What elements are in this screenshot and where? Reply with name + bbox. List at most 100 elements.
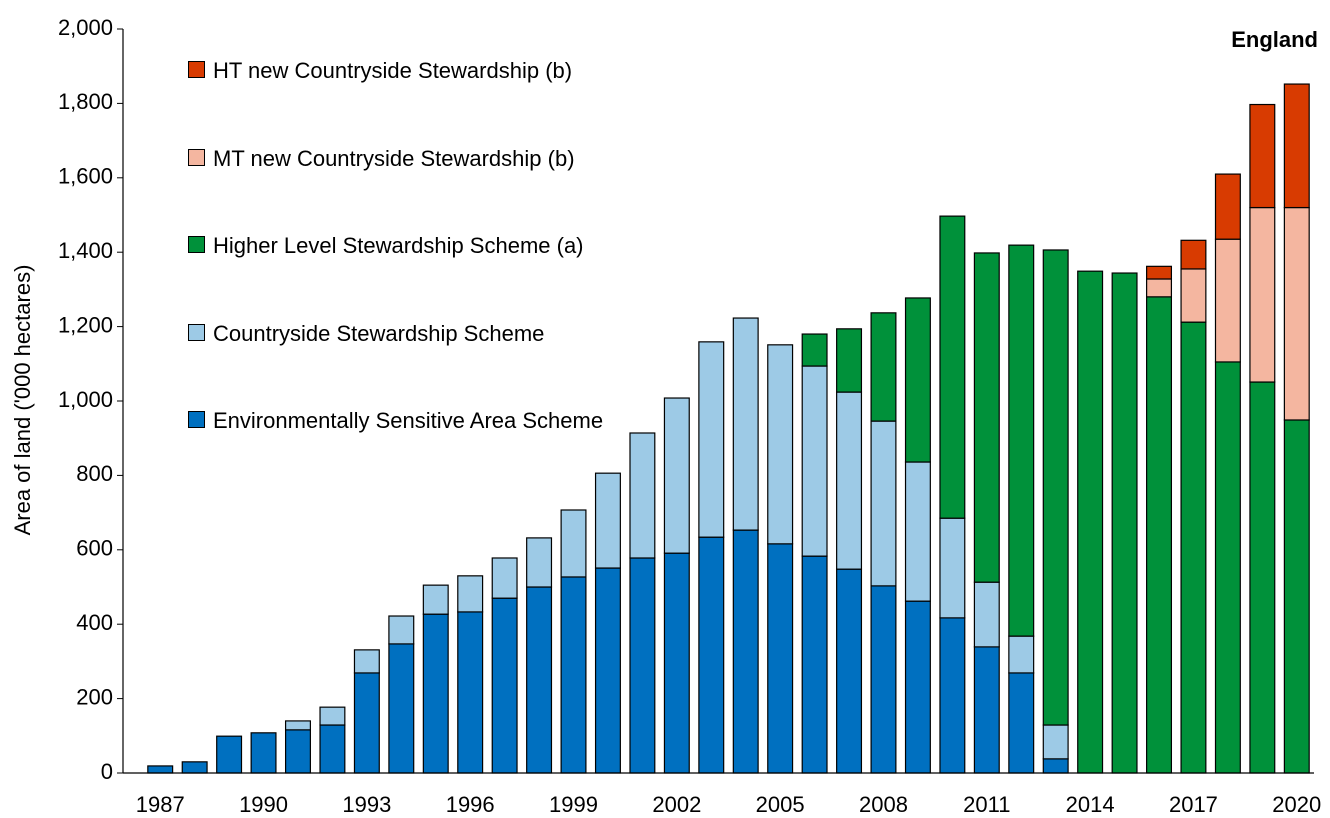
bar-segment	[1180, 268, 1207, 323]
x-tick-label: 2002	[652, 792, 701, 817]
bar-segment	[353, 672, 380, 774]
bar-segment	[1180, 321, 1207, 774]
bar-segment	[836, 568, 863, 774]
bar-segment	[1249, 103, 1276, 209]
bar-segment	[388, 615, 415, 645]
bar-segment	[1214, 361, 1241, 774]
bar-segment	[560, 576, 587, 774]
bar-segment	[1008, 672, 1035, 774]
bar-segment	[1214, 238, 1241, 363]
y-tick-label: 200	[76, 684, 113, 709]
bar-segment	[1214, 173, 1241, 240]
legend-swatch	[188, 236, 205, 253]
bar-segment	[1146, 265, 1173, 280]
bar-segment	[1008, 635, 1035, 674]
bar-segment	[1249, 381, 1276, 774]
legend-label: Countryside Stewardship Scheme	[213, 321, 545, 346]
bar-segment	[353, 649, 380, 674]
legend-entry: MT new Countryside Stewardship (b)	[188, 142, 618, 175]
y-tick-label: 0	[101, 759, 113, 784]
x-tick-label: 2005	[756, 792, 805, 817]
bar-segment	[422, 584, 449, 615]
bar-segment	[1180, 239, 1207, 270]
x-tick-label: 2014	[1066, 792, 1115, 817]
bar-segment	[663, 552, 690, 774]
bar-segment	[629, 432, 656, 559]
bar-segment	[870, 585, 897, 774]
legend-entry: Countryside Stewardship Scheme	[188, 317, 618, 350]
bar-segment	[1146, 278, 1173, 298]
y-tick-label: 600	[76, 536, 113, 561]
legend-label: Higher Level Stewardship Scheme (a)	[213, 233, 584, 258]
bar-segment	[973, 252, 1000, 583]
x-tick-label: 2020	[1272, 792, 1321, 817]
bar-segment	[1146, 296, 1173, 774]
bar-segment	[870, 420, 897, 587]
y-tick-label: 1,000	[58, 387, 113, 412]
x-tick-label: 2011	[963, 792, 1010, 817]
bar-segment	[284, 729, 311, 774]
bar-segment	[939, 215, 966, 519]
bar-segment	[1042, 724, 1069, 760]
bar-segment	[560, 509, 587, 578]
legend-entry: Higher Level Stewardship Scheme (a)	[188, 229, 618, 262]
y-tick-label: 1,800	[58, 89, 113, 114]
bar-segment	[319, 724, 346, 774]
bar-segment	[1283, 206, 1310, 421]
bar-segment	[250, 732, 277, 774]
legend-label: HT new Countryside Stewardship (b)	[213, 58, 573, 83]
x-tick-label: 1996	[446, 792, 495, 817]
legend-label: MT new Countryside Stewardship (b)	[213, 146, 575, 171]
bar-segment	[526, 586, 553, 774]
bar-segment	[973, 646, 1000, 774]
x-tick-label: 2008	[859, 792, 908, 817]
bar-segment	[732, 317, 759, 531]
y-axis-label: Area of land ('000 hectares)	[10, 265, 35, 536]
bar-segment	[904, 461, 931, 602]
bar-segment	[1111, 272, 1138, 774]
legend-swatch	[188, 149, 205, 166]
bar-segment	[698, 536, 725, 774]
bar-segment	[319, 706, 346, 726]
bar-segment	[629, 557, 656, 774]
bar-segment	[1008, 244, 1035, 637]
bar-segment	[973, 581, 1000, 648]
bar-segment	[801, 555, 828, 774]
bar-segment	[457, 575, 484, 613]
bar-segment	[1283, 419, 1310, 774]
chart-title: England	[1231, 27, 1318, 52]
bar-segment	[904, 297, 931, 463]
bar-segment	[594, 567, 621, 774]
y-tick-label: 1,200	[58, 312, 113, 337]
bar-segment	[1283, 83, 1310, 209]
y-tick-label: 2,000	[58, 15, 113, 40]
bar-segment	[801, 365, 828, 557]
legend-swatch	[188, 61, 205, 78]
bar-segment	[698, 341, 725, 538]
bar-segment	[767, 344, 794, 545]
y-tick-label: 1,400	[58, 238, 113, 263]
bar-segment	[491, 557, 518, 599]
bar-segment	[904, 600, 931, 774]
bar-segment	[216, 735, 243, 774]
bar-segment	[1077, 270, 1104, 774]
bar-segment	[1249, 206, 1276, 383]
bar-segment	[732, 529, 759, 774]
bar-segment	[594, 472, 621, 569]
x-tick-label: 1993	[342, 792, 391, 817]
bar-segment	[870, 312, 897, 422]
bar-segment	[147, 765, 174, 774]
bar-segment	[388, 643, 415, 774]
bar-segment	[767, 543, 794, 774]
bar-segment	[457, 611, 484, 774]
bar-segment	[1042, 249, 1069, 726]
bar-segment	[939, 517, 966, 619]
x-tick-label: 1987	[136, 792, 185, 817]
bar-segment	[836, 391, 863, 570]
x-tick-label: 1999	[549, 792, 598, 817]
bar-segment	[1042, 758, 1069, 774]
bar-segment	[284, 720, 311, 731]
legend-entry: Environmentally Sensitive Area Scheme	[188, 404, 618, 437]
